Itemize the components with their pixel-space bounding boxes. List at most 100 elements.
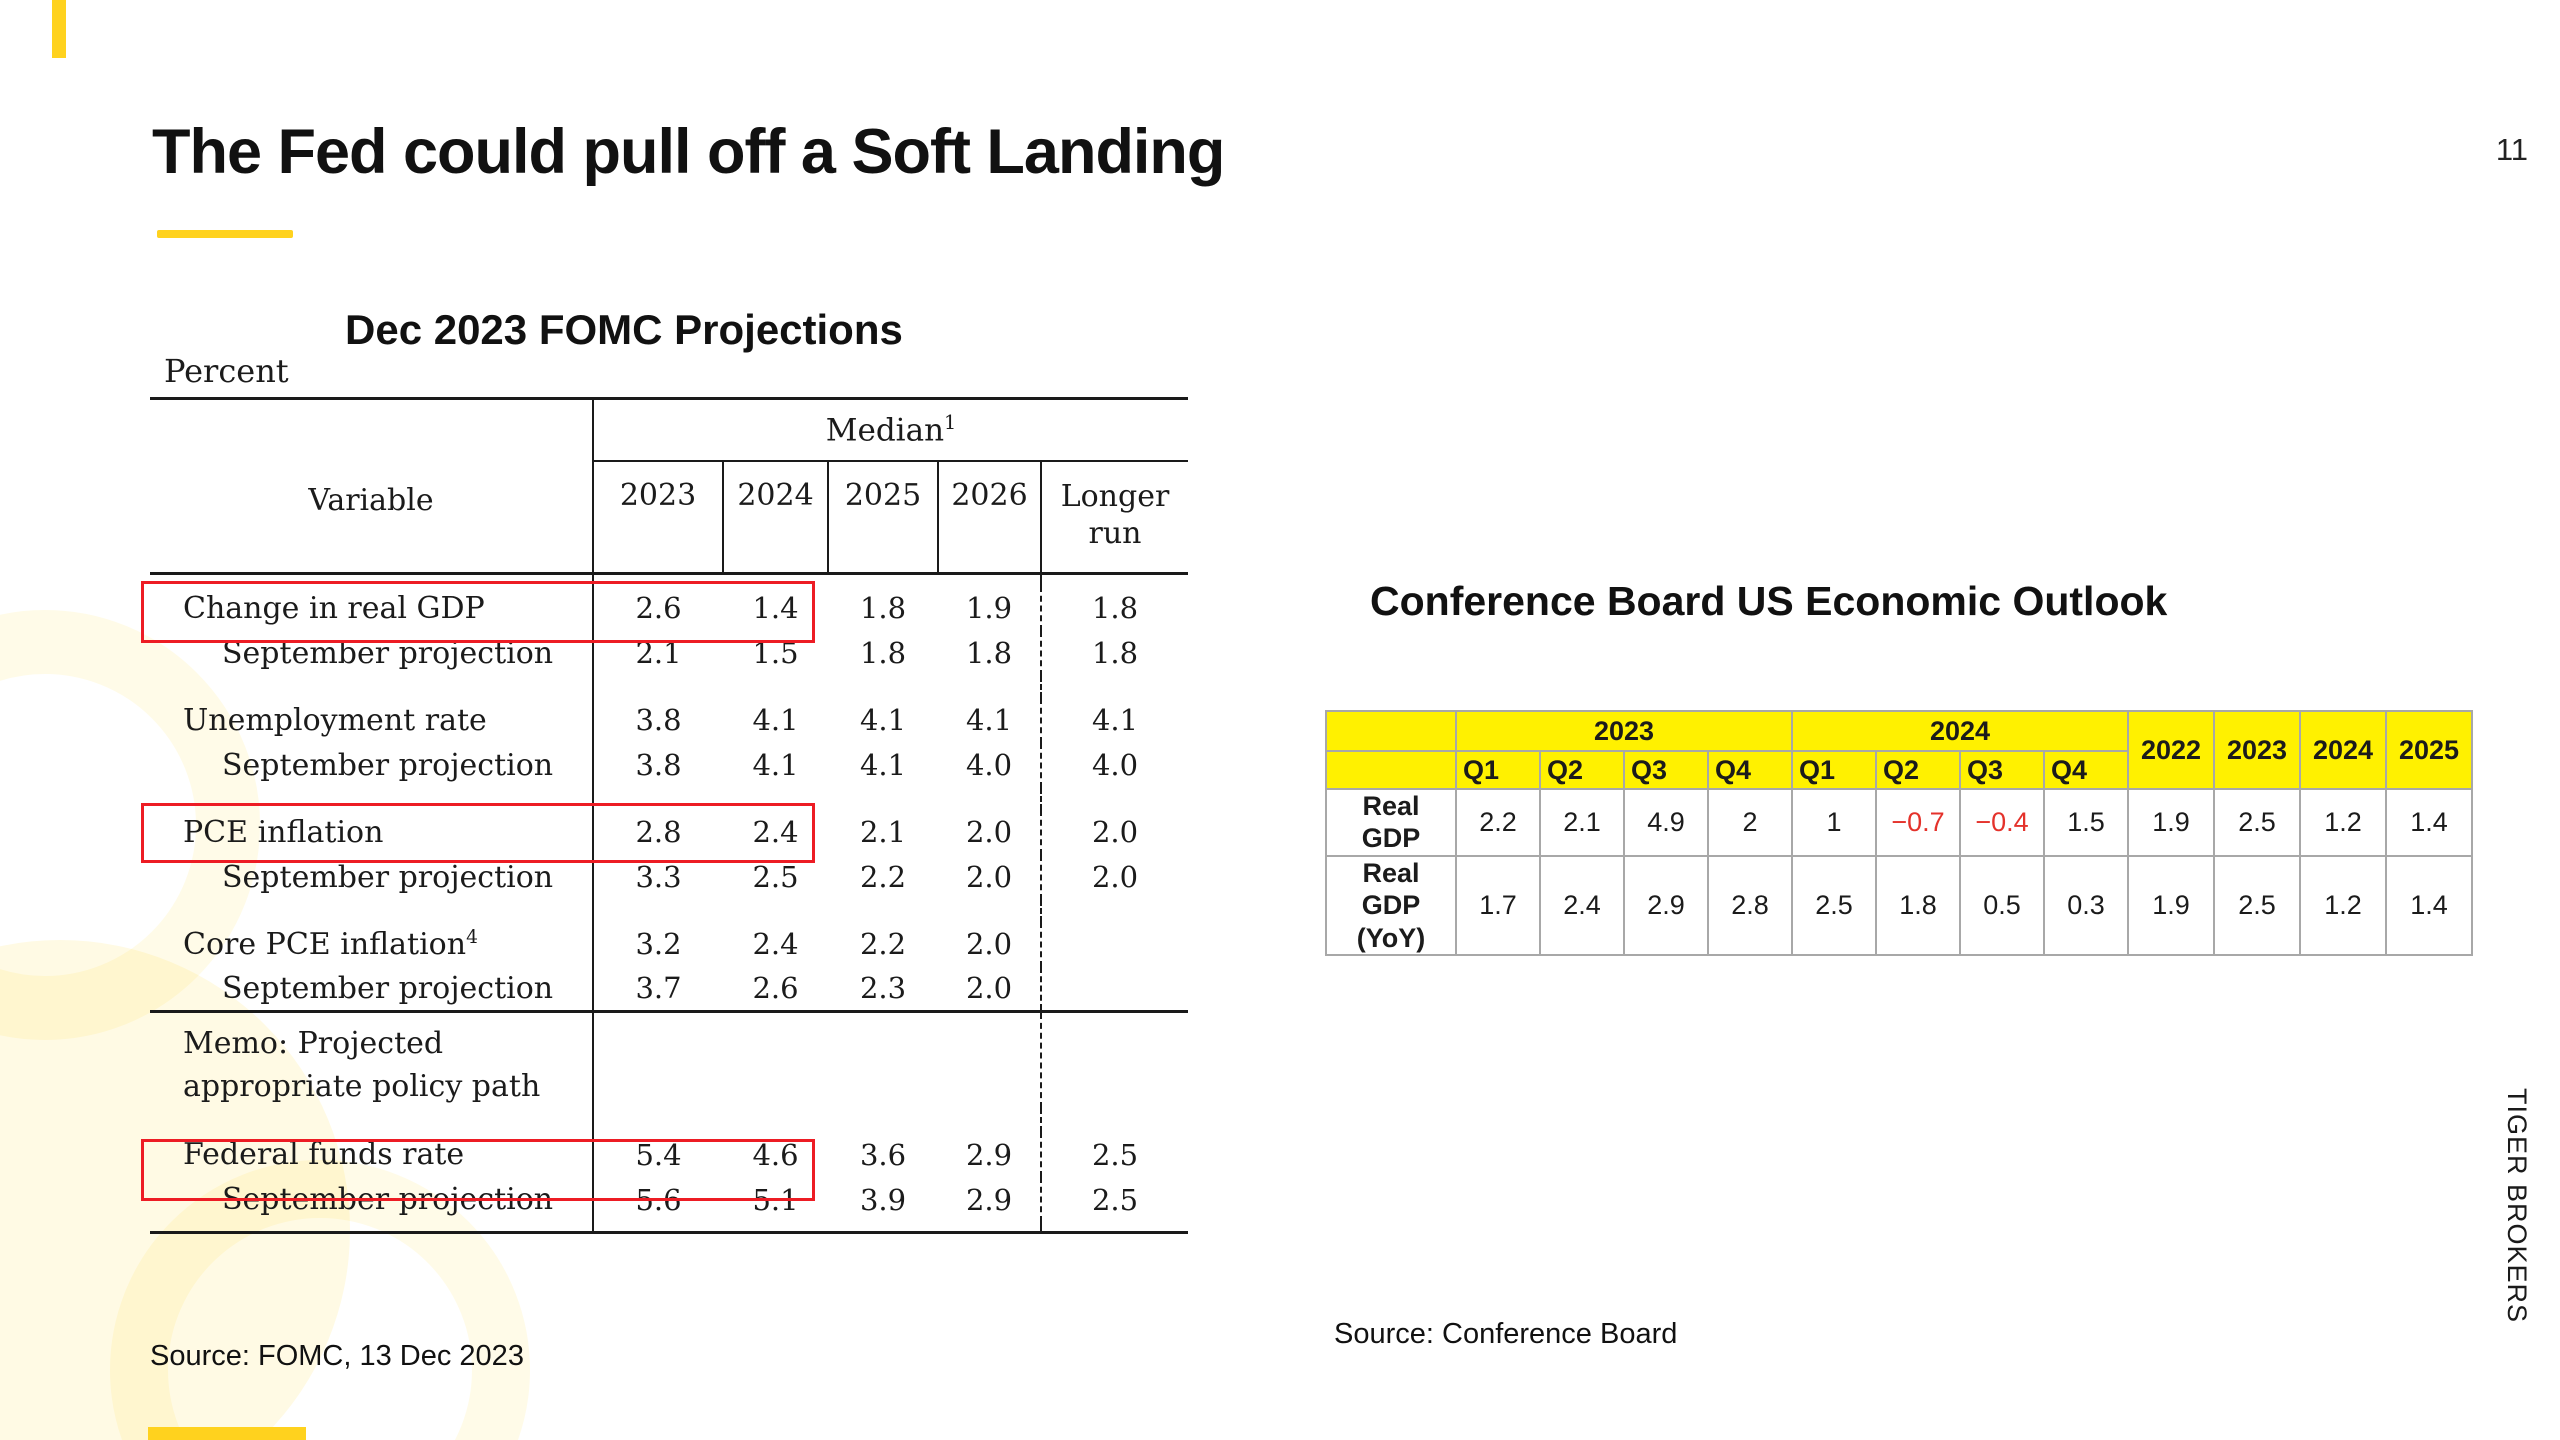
cb-value-cell: 0.3 — [2043, 854, 2129, 956]
cb-group-header: 2023 — [1455, 710, 1793, 752]
fomc-row-fed-funds: Federal funds rate 5.4 4.6 3.6 2.9 2.5 — [150, 1132, 1189, 1178]
fomc-value-cell: 2.1 — [592, 630, 723, 676]
fomc-value-cell: 4.1 — [859, 748, 907, 782]
spacer-row — [150, 899, 1189, 922]
title-underline — [157, 230, 293, 238]
cb-value-cell: 2.5 — [2213, 854, 2301, 956]
cb-annual-header: 2023 — [2213, 710, 2301, 790]
bottom-left-accent-bar — [148, 1427, 306, 1440]
memo-line1: Memo: Projected — [183, 1026, 444, 1061]
fomc-memo-row: Memo: Projected appropriate policy path — [150, 1010, 1189, 1109]
fomc-row-label: September projection — [222, 970, 554, 1006]
cb-value-cell: 1.4 — [2385, 788, 2473, 857]
fomc-row-label: Unemployment rate — [183, 702, 487, 738]
fomc-value-cell: 2.6 — [752, 971, 799, 1006]
fomc-value-cell — [1039, 966, 1189, 1012]
fomc-value-cell: 2.9 — [965, 1137, 1013, 1172]
fomc-value-cell: 2.0 — [1039, 809, 1189, 855]
fomc-source-text: Source: FOMC, 13 Dec 2023 — [150, 1340, 524, 1372]
spacer-row — [150, 1108, 1189, 1133]
fomc-chart-title: Dec 2023 FOMC Projections — [345, 306, 903, 353]
cb-row-real-gdp: Real GDP 2.2 2.1 4.9 2 1 −0.7 −0.4 1.5 1… — [1325, 788, 2473, 857]
cb-value-cell: 1.4 — [2385, 854, 2473, 956]
tiger-brokers-brand: TIGER BROKERS — [2502, 1088, 2532, 1324]
fomc-value-cell: 2.5 — [1039, 1132, 1189, 1178]
cb-value-cell: 1.2 — [2299, 788, 2387, 857]
fomc-row-pce-sept: September projection 3.3 2.5 2.2 2.0 2.0 — [150, 854, 1189, 900]
cb-quarter-header-row: Q1 Q2 Q3 Q4 Q1 Q2 Q3 Q4 — [1325, 750, 2472, 790]
fomc-value-cell: 4.1 — [752, 703, 799, 737]
fomc-variable-header: Variable — [150, 460, 593, 575]
cb-row-label: Real GDP — [1325, 788, 1457, 857]
fomc-value-cell: 4.0 — [965, 748, 1013, 782]
fomc-value-cell: 2.4 — [752, 927, 799, 961]
slide-title: The Fed could pull off a Soft Landing — [152, 117, 1225, 187]
fomc-year-header-row: Variable 2023 2024 2025 2026 Longer run — [150, 460, 1189, 575]
core-pce-label: Core PCE inflation — [183, 926, 467, 962]
fomc-row-label: September projection — [222, 747, 554, 783]
fomc-value-cell: 1.8 — [1039, 585, 1189, 631]
cb-empty-header-cell — [1325, 750, 1457, 790]
cb-quarter-header: Q3 — [1623, 750, 1709, 790]
page-number: 11 — [2495, 132, 2528, 167]
fomc-value-cell: 4.1 — [965, 703, 1013, 737]
fomc-value-cell: 2.8 — [592, 809, 723, 855]
cb-quarter-header: Q4 — [2043, 750, 2129, 790]
fomc-value-cell: 2.1 — [859, 815, 907, 849]
fomc-value-cell — [1039, 921, 1189, 967]
fomc-value-cell: 2.2 — [859, 927, 907, 961]
fomc-value-cell: 2.0 — [965, 971, 1013, 1006]
cb-quarter-header: Q3 — [1959, 750, 2045, 790]
fomc-value-cell: 4.1 — [859, 703, 907, 737]
fomc-value-cell: 5.6 — [592, 1177, 723, 1223]
fomc-value-cell: 2.5 — [752, 860, 799, 894]
fomc-year-header: 2025 — [827, 460, 938, 575]
spacer-row — [150, 1222, 1189, 1233]
cb-value-cell: 1.2 — [2299, 854, 2387, 956]
fomc-value-cell: 2.0 — [965, 860, 1013, 894]
cb-value-cell: 4.9 — [1623, 788, 1709, 857]
fomc-row-gdp-sept: September projection 2.1 1.5 1.8 1.8 1.8 — [150, 630, 1189, 676]
fomc-value-cell: 3.8 — [592, 697, 723, 743]
fomc-empty-cell — [150, 397, 593, 461]
fomc-empty-cell — [592, 1010, 1041, 1109]
fomc-row-label: Core PCE inflation4 — [150, 922, 593, 967]
cb-annual-header: 2024 — [2299, 710, 2387, 790]
fomc-table-container: Median1 Variable 2023 2024 2025 2026 Lon… — [141, 397, 1190, 1234]
fomc-memo-label: Memo: Projected appropriate policy path — [150, 1010, 593, 1109]
fomc-value-cell: 3.2 — [592, 921, 723, 967]
cb-empty-header-cell — [1325, 710, 1457, 752]
spacer-row — [150, 675, 1189, 698]
fomc-value-cell: 2.0 — [965, 927, 1013, 961]
cb-value-cell-negative: −0.4 — [1959, 788, 2045, 857]
fomc-value-cell: 1.4 — [752, 591, 799, 625]
fomc-value-cell: 1.9 — [965, 591, 1013, 625]
fomc-value-cell: 3.6 — [859, 1137, 907, 1172]
fomc-value-cell: 4.0 — [1039, 742, 1189, 788]
cb-value-cell: 2.9 — [1623, 854, 1709, 956]
cb-value-cell: 1.9 — [2127, 788, 2215, 857]
fomc-value-cell: 1.8 — [859, 591, 907, 625]
fomc-value-cell: 3.7 — [592, 966, 723, 1012]
cb-value-cell-negative: −0.7 — [1875, 788, 1961, 857]
fomc-value-cell: 4.1 — [1039, 697, 1189, 743]
cb-annual-header: 2025 — [2385, 710, 2473, 790]
cb-group-header: 2024 — [1791, 710, 2129, 752]
fomc-unit-label: Percent — [164, 352, 289, 390]
fomc-value-cell: 4.1 — [752, 748, 799, 782]
cb-value-cell: 2.5 — [2213, 788, 2301, 857]
fomc-row-label: September projection — [222, 1182, 554, 1218]
fomc-row-core-pce-sept: September projection 3.7 2.6 2.3 2.0 — [150, 966, 1189, 1012]
fomc-median-header: Median1 — [591, 397, 1189, 462]
fomc-projections-table: Median1 Variable 2023 2024 2025 2026 Lon… — [150, 397, 1189, 1234]
cb-annual-header: 2022 — [2127, 710, 2215, 790]
cb-value-cell: 2.2 — [1455, 788, 1541, 857]
fomc-value-cell: 1.8 — [859, 636, 907, 670]
fomc-value-cell: 1.5 — [752, 636, 799, 670]
fomc-row-label: September projection — [222, 859, 554, 895]
cb-quarter-header: Q2 — [1875, 750, 1961, 790]
fomc-value-cell: 3.3 — [592, 854, 723, 900]
cb-quarter-header: Q1 — [1455, 750, 1541, 790]
fomc-row-unemployment-sept: September projection 3.8 4.1 4.1 4.0 4.0 — [150, 742, 1189, 788]
fomc-value-cell: 3.9 — [859, 1182, 907, 1217]
